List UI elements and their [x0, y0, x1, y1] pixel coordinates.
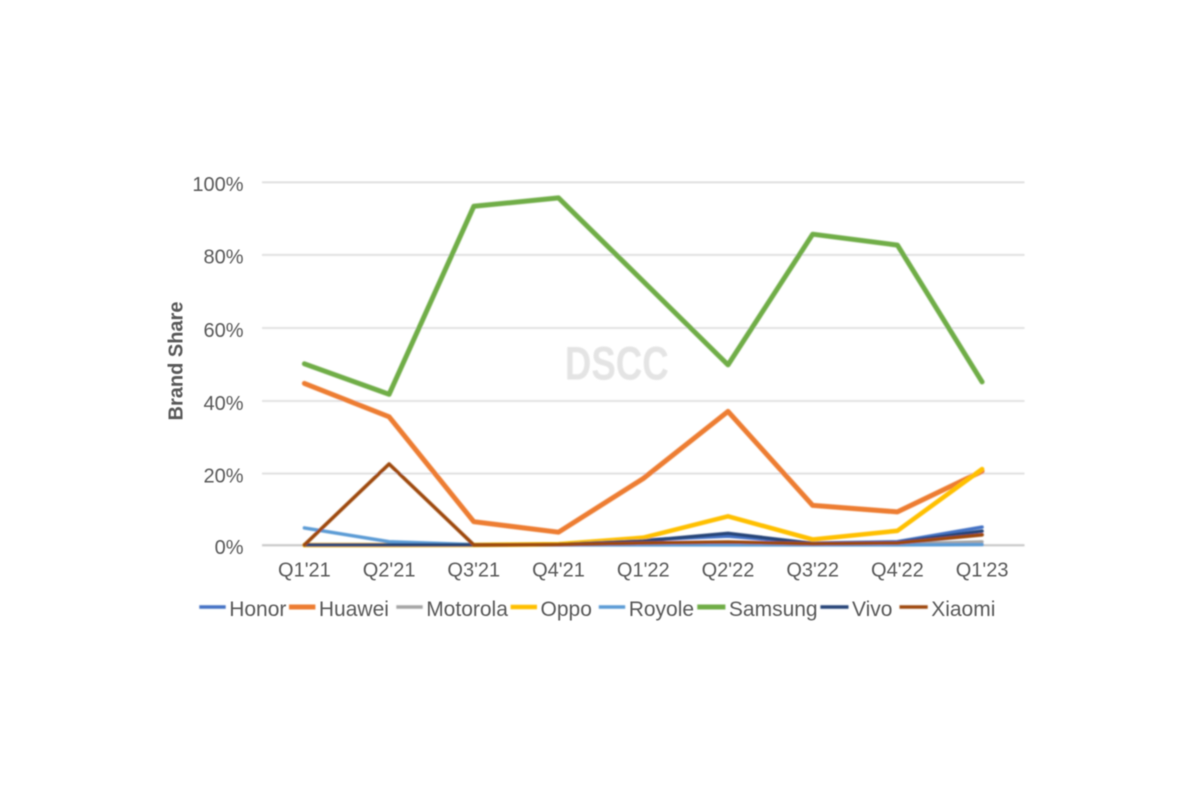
svg-text:Motorola: Motorola: [426, 598, 508, 621]
svg-text:40%: 40%: [203, 393, 243, 415]
svg-text:Samsung: Samsung: [729, 598, 818, 621]
svg-text:Q2'21: Q2'21: [363, 560, 416, 582]
svg-text:Q4'21: Q4'21: [532, 560, 585, 582]
svg-text:Honor: Honor: [229, 598, 286, 621]
svg-text:Q3'22: Q3'22: [786, 560, 839, 582]
svg-text:Q1'21: Q1'21: [278, 560, 331, 582]
svg-text:Brand Share: Brand Share: [166, 302, 188, 421]
svg-text:DSCC: DSCC: [565, 337, 669, 389]
svg-text:80%: 80%: [203, 247, 243, 269]
svg-text:Royole: Royole: [629, 598, 694, 621]
svg-text:Q1'23: Q1'23: [956, 560, 1009, 582]
svg-text:Huawei: Huawei: [319, 598, 389, 621]
svg-text:Vivo: Vivo: [852, 598, 892, 621]
svg-text:Q3'21: Q3'21: [447, 560, 500, 582]
svg-text:60%: 60%: [203, 320, 243, 342]
svg-text:100%: 100%: [192, 174, 243, 196]
svg-text:20%: 20%: [203, 465, 243, 487]
svg-text:Q2'22: Q2'22: [702, 560, 755, 582]
svg-text:Q1'22: Q1'22: [617, 560, 670, 582]
svg-text:Xiaomi: Xiaomi: [931, 598, 995, 621]
svg-text:0%: 0%: [215, 537, 244, 559]
svg-text:Q4'22: Q4'22: [871, 560, 924, 582]
svg-text:Oppo: Oppo: [541, 598, 592, 621]
